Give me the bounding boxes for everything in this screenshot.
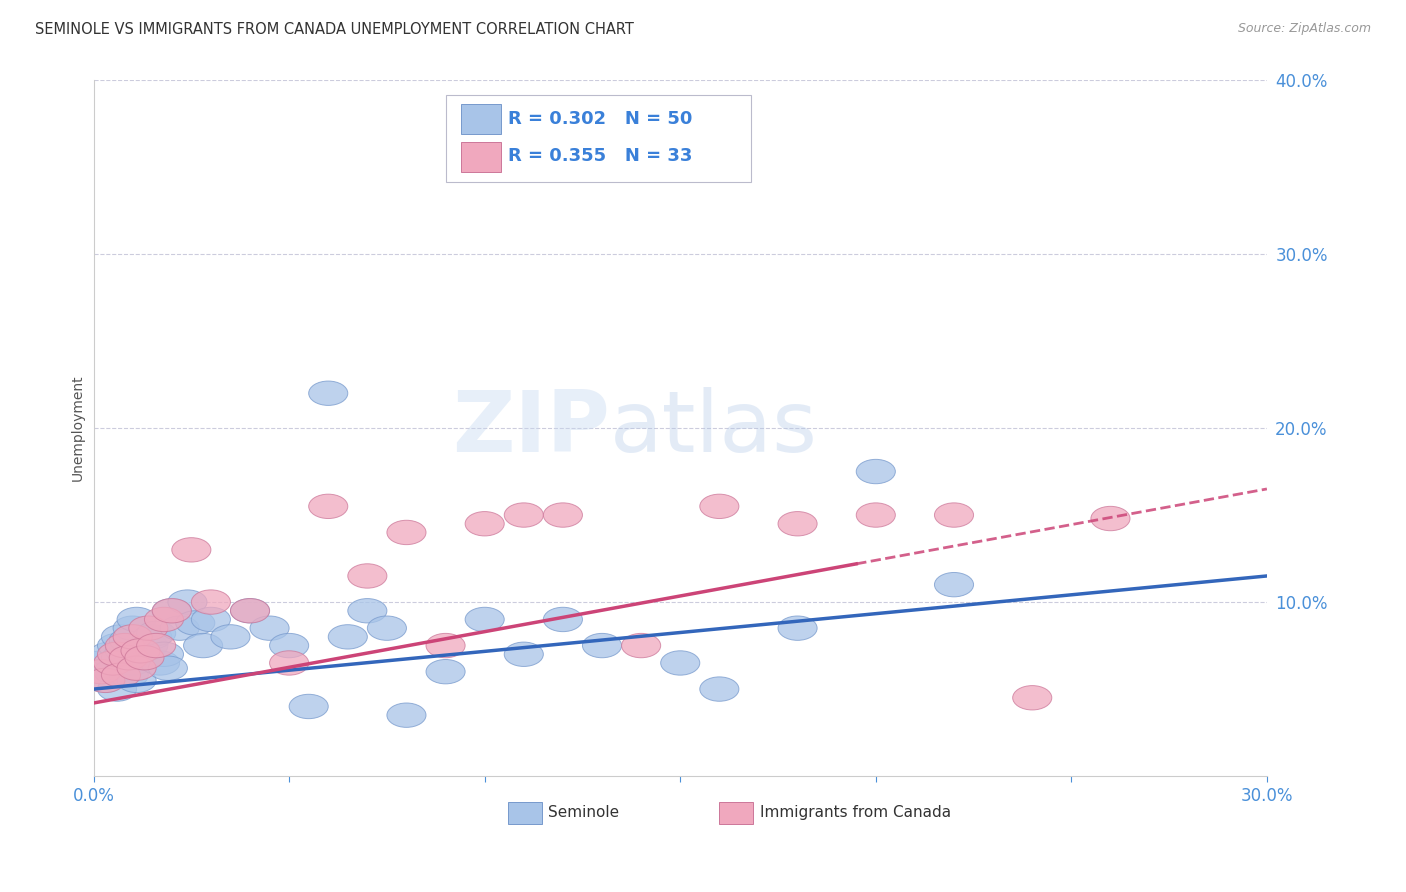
Ellipse shape [505,642,543,666]
Ellipse shape [94,651,132,675]
Ellipse shape [110,646,148,670]
FancyBboxPatch shape [508,802,541,824]
Ellipse shape [1091,507,1130,531]
Ellipse shape [136,621,176,646]
Ellipse shape [152,599,191,623]
FancyBboxPatch shape [461,142,501,172]
Ellipse shape [101,646,141,670]
Ellipse shape [82,659,121,684]
Ellipse shape [136,633,176,657]
Ellipse shape [465,512,505,536]
Text: Immigrants from Canada: Immigrants from Canada [761,805,950,820]
Ellipse shape [543,607,582,632]
Ellipse shape [661,651,700,675]
Text: R = 0.355   N = 33: R = 0.355 N = 33 [508,147,692,165]
Ellipse shape [117,668,156,692]
Ellipse shape [543,503,582,527]
Ellipse shape [129,616,167,640]
Ellipse shape [935,573,973,597]
Ellipse shape [121,639,160,663]
Ellipse shape [145,642,184,666]
Y-axis label: Unemployment: Unemployment [72,375,86,482]
Ellipse shape [94,659,132,684]
Ellipse shape [90,642,129,666]
Text: SEMINOLE VS IMMIGRANTS FROM CANADA UNEMPLOYMENT CORRELATION CHART: SEMINOLE VS IMMIGRANTS FROM CANADA UNEMP… [35,22,634,37]
Ellipse shape [426,633,465,657]
Ellipse shape [97,677,136,701]
Ellipse shape [82,651,121,675]
Ellipse shape [347,564,387,588]
Ellipse shape [101,663,141,688]
Ellipse shape [309,381,347,405]
Ellipse shape [387,703,426,727]
Ellipse shape [117,607,156,632]
Ellipse shape [250,616,290,640]
Ellipse shape [112,624,152,649]
Ellipse shape [129,633,167,657]
Ellipse shape [121,639,160,663]
Ellipse shape [110,663,148,688]
Ellipse shape [191,590,231,615]
Ellipse shape [328,624,367,649]
Ellipse shape [110,628,148,653]
Ellipse shape [148,656,187,681]
Ellipse shape [1012,686,1052,710]
Ellipse shape [778,616,817,640]
Ellipse shape [231,599,270,623]
Ellipse shape [86,668,125,692]
Ellipse shape [125,646,165,670]
Ellipse shape [101,624,141,649]
Ellipse shape [778,512,817,536]
Ellipse shape [145,607,184,632]
Ellipse shape [270,651,309,675]
Ellipse shape [309,494,347,518]
Ellipse shape [105,639,145,663]
Ellipse shape [935,503,973,527]
FancyBboxPatch shape [461,103,501,134]
Ellipse shape [125,646,165,670]
Ellipse shape [86,668,125,692]
Ellipse shape [290,694,328,719]
Ellipse shape [112,616,152,640]
Ellipse shape [141,651,180,675]
Ellipse shape [160,616,200,640]
Ellipse shape [700,494,740,518]
Ellipse shape [176,611,215,635]
Ellipse shape [132,624,172,649]
Ellipse shape [465,607,505,632]
Ellipse shape [505,503,543,527]
Ellipse shape [184,633,222,657]
Ellipse shape [191,607,231,632]
Ellipse shape [856,503,896,527]
Ellipse shape [105,633,145,657]
Ellipse shape [167,590,207,615]
Ellipse shape [582,633,621,657]
Ellipse shape [97,633,136,657]
FancyBboxPatch shape [718,802,754,824]
Text: atlas: atlas [610,386,818,469]
Text: Source: ZipAtlas.com: Source: ZipAtlas.com [1237,22,1371,36]
Ellipse shape [152,599,191,623]
Text: Seminole: Seminole [548,805,619,820]
Ellipse shape [172,538,211,562]
Text: R = 0.302   N = 50: R = 0.302 N = 50 [508,110,692,128]
FancyBboxPatch shape [446,95,751,182]
Ellipse shape [347,599,387,623]
Ellipse shape [105,656,145,681]
Ellipse shape [426,659,465,684]
Ellipse shape [231,599,270,623]
Ellipse shape [211,624,250,649]
Text: ZIP: ZIP [453,386,610,469]
Ellipse shape [621,633,661,657]
Ellipse shape [387,520,426,545]
Ellipse shape [270,633,309,657]
Ellipse shape [117,656,156,681]
Ellipse shape [97,642,136,666]
Ellipse shape [700,677,740,701]
Ellipse shape [367,616,406,640]
Ellipse shape [112,651,152,675]
Ellipse shape [856,459,896,483]
